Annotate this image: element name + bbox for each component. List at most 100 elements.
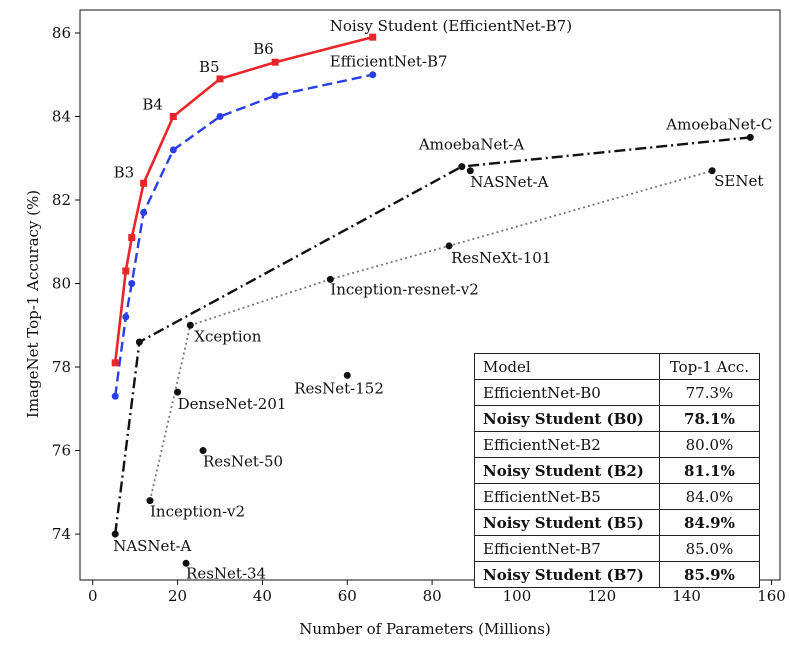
x-tick-label: 20 [168,587,187,605]
x-tick-label: 160 [757,587,786,605]
y-tick-label: 76 [52,442,71,460]
data-label: B4 [142,95,163,113]
data-label: B5 [199,58,220,76]
data-label: Xception [194,327,261,345]
table-cell-acc: 84.9% [658,509,761,536]
table-cell-model: Noisy Student (B7) [474,561,660,588]
data-label: EfficientNet-B7 [330,53,448,71]
table-cell-acc: 78.1% [658,405,761,432]
data-point [128,234,136,242]
data-point [458,163,466,171]
table-header-model: Model [474,353,660,380]
results-table: Model Top-1 Acc. EfficientNet-B0 77.3% N… [474,353,761,588]
x-tick-label: 120 [587,587,616,605]
table-row: Noisy Student (B0) 78.1% [474,405,761,432]
data-point [708,167,716,175]
table-cell-acc: 84.0% [658,483,761,510]
series-line-1 [114,73,373,397]
data-point [326,275,334,283]
table-row: Noisy Student (B5) 84.9% [474,509,761,536]
data-point [182,559,190,567]
series-line-3 [149,169,713,501]
data-point [216,75,224,83]
data-point [746,133,754,141]
data-point [174,388,182,396]
table-row: Noisy Student (B7) 85.9% [474,561,761,588]
table-cell-model: Noisy Student (B5) [474,509,660,536]
data-label: SENet [714,172,763,190]
data-point [271,92,279,100]
table-cell-model: EfficientNet-B7 [474,535,660,562]
data-label: ResNet-34 [186,564,266,582]
data-point [271,58,279,66]
data-point [445,242,453,250]
data-label: B6 [253,40,274,58]
data-point [466,167,474,175]
data-label: ResNeXt-101 [451,249,551,267]
data-label: AmoebaNet-C [665,115,772,133]
table-row: Noisy Student (B2) 81.1% [474,457,761,484]
table-cell-model: Noisy Student (B2) [474,457,660,484]
data-point [128,280,136,288]
y-tick-label: 84 [52,107,71,125]
y-tick-label: 80 [52,275,71,293]
data-point [199,447,207,455]
data-label: ResNet-152 [294,379,384,397]
table-cell-acc: 77.3% [658,379,761,406]
axes: 0 20 40 60 80 100 120 140 160 74 76 78 80 82 84 86 [52,9,786,605]
data-point [146,497,154,505]
data-point [343,371,351,379]
table-row: EfficientNet-B7 85.0% [474,535,761,562]
table-row: EfficientNet-B5 84.0% [474,483,761,510]
data-point [111,359,119,367]
data-point [122,313,130,321]
data-label: NASNet-A [470,173,548,191]
data-point [369,71,377,79]
data-label: Inception-resnet-v2 [330,280,478,298]
table-row: EfficientNet-B2 80.0% [474,431,761,458]
table-header-row: Model Top-1 Acc. [474,353,761,380]
x-tick-label: 100 [503,587,532,605]
data-point [135,338,143,346]
table-cell-model: EfficientNet-B0 [474,379,660,406]
labels-layer: Noisy Student (EfficientNet-B7) Efficient… [113,17,772,582]
data-label: AmoebaNet-A [418,136,525,154]
data-label: DenseNet-201 [178,395,287,413]
data-point [111,392,119,400]
data-point [111,530,119,538]
table-row: EfficientNet-B0 77.3% [474,379,761,406]
data-point [169,112,177,120]
y-tick-label: 78 [52,358,71,376]
series-line-0 [113,35,374,364]
y-axis-title: ImageNet Top-1 Accuracy (%) [24,190,42,418]
table-cell-model: EfficientNet-B5 [474,483,660,510]
data-point [169,146,177,154]
table-cell-acc: 81.1% [658,457,761,484]
x-tick-label: 0 [88,587,98,605]
table-header-acc: Top-1 Acc. [658,353,761,380]
x-tick-label: 60 [338,587,357,605]
data-point [140,179,148,187]
data-label: Inception-v2 [150,503,245,521]
data-point [186,321,194,329]
table-cell-acc: 85.9% [658,561,761,588]
data-point [140,209,148,217]
table-cell-model: Noisy Student (B0) [474,405,660,432]
x-tick-label: 40 [253,587,272,605]
series-layer [113,35,751,535]
data-point [216,112,224,120]
data-label: B3 [114,163,135,181]
table-cell-acc: 85.0% [658,535,761,562]
table-cell-model: EfficientNet-B2 [474,431,660,458]
data-label: NASNet-A [113,537,191,555]
x-tick-label: 80 [423,587,442,605]
x-tick-label: 140 [672,587,701,605]
data-label: Noisy Student (EfficientNet-B7) [330,17,572,35]
y-tick-label: 74 [52,525,71,543]
data-point [122,267,130,275]
y-tick-label: 82 [52,191,71,209]
data-point [369,33,377,41]
table-cell-acc: 80.0% [658,431,761,458]
points-layer [111,33,754,567]
